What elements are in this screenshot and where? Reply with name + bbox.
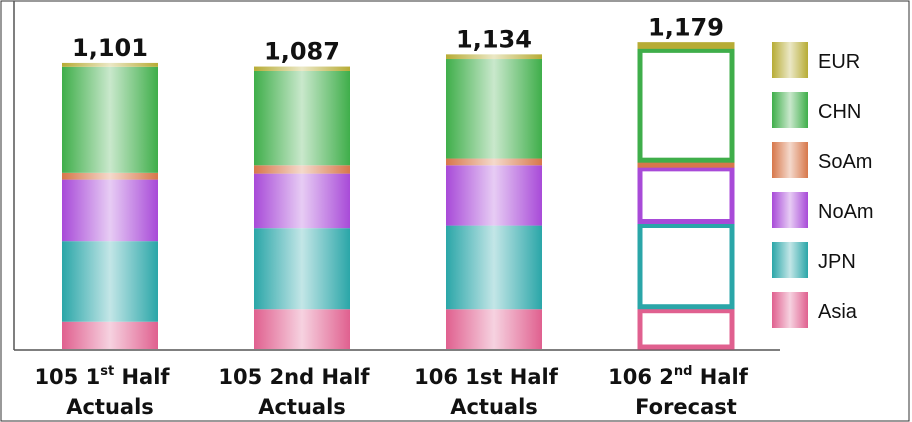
legend-label-noam: NoAm	[818, 201, 874, 223]
total-label-4: 1,179	[648, 14, 724, 42]
legend-swatch-asia	[772, 292, 808, 328]
bar-segment-eur-1	[62, 62, 158, 67]
bar-segment-noam-4	[637, 166, 735, 224]
bar-segment-jpn-4	[637, 222, 735, 310]
legend-swatch-jpn	[772, 242, 808, 278]
category-label-2-line1: 105 2nd Half	[218, 365, 370, 389]
bar-segment-noam-2	[254, 173, 350, 229]
bars-group	[62, 42, 735, 350]
legend-label-jpn: JPN	[818, 251, 856, 273]
total-label-1: 1,101	[72, 34, 148, 62]
legend: EUR CHN SoAm NoAm JPN Asia	[772, 42, 874, 328]
legend-swatch-soam	[772, 142, 808, 178]
bar-segment-jpn-2	[254, 228, 350, 310]
legend-label-eur: EUR	[818, 51, 860, 73]
total-label-3: 1,134	[456, 25, 532, 53]
totals-group: 1,101 1,087 1,134 1,179	[72, 14, 724, 66]
bar-segment-noam-1	[62, 179, 158, 242]
bar-segment-noam-3	[446, 165, 542, 226]
legend-swatch-chn	[772, 92, 808, 128]
category-labels: 105 1st Half Actuals 105 2nd Half Actuals 10…	[34, 364, 748, 419]
category-label-4-line1: 106 2nd Half	[608, 364, 749, 389]
bar-segment-chn-1	[62, 66, 158, 173]
legend-label-asia: Asia	[818, 301, 858, 323]
bar-segment-asia-1	[62, 321, 158, 349]
category-label-2-line2: Actuals	[258, 395, 346, 419]
bar-segment-asia-4	[637, 308, 735, 350]
bar-segment-chn-4	[637, 47, 735, 163]
bar-segment-eur-3	[446, 54, 542, 60]
bar-segment-soam-1	[62, 172, 158, 180]
bar-segment-eur-4	[637, 42, 735, 49]
legend-swatch-noam	[772, 192, 808, 228]
bar-segment-chn-2	[254, 70, 350, 166]
bar-segment-asia-3	[446, 309, 542, 349]
category-label-1-line1: 105 1st Half	[34, 364, 170, 389]
category-label-3-line2: Actuals	[450, 395, 538, 419]
category-label-4-line2: Forecast	[635, 395, 737, 419]
category-label-3-line1: 106 1st Half	[414, 365, 559, 389]
legend-swatch-eur	[772, 42, 808, 78]
legend-label-chn: CHN	[818, 101, 861, 123]
bar-segment-soam-4	[637, 161, 735, 168]
category-label-1-line2: Actuals	[66, 395, 154, 419]
total-label-2: 1,087	[264, 38, 340, 66]
bar-segment-soam-2	[254, 165, 350, 174]
bar-segment-soam-3	[446, 158, 542, 166]
bar-segment-jpn-3	[446, 225, 542, 310]
bar-segment-asia-2	[254, 309, 350, 349]
legend-label-soam: SoAm	[818, 151, 872, 173]
bar-segment-chn-3	[446, 59, 542, 159]
bar-segment-eur-2	[254, 66, 350, 71]
bar-segment-jpn-1	[62, 241, 158, 322]
